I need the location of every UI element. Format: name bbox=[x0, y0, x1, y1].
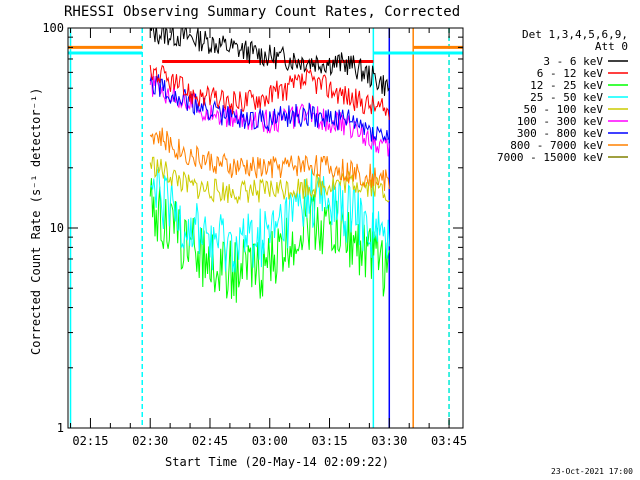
plot-area bbox=[67, 27, 464, 429]
series-line-800-7000-kev bbox=[149, 127, 390, 191]
legend-header: Att 0 bbox=[595, 40, 628, 53]
x-axis-label: Start Time (20-May-14 02:09:22) bbox=[165, 455, 389, 469]
y-tick-label: 1 bbox=[57, 421, 64, 435]
x-tick-label: 02:15 bbox=[72, 434, 108, 448]
legend-label-800-7000-kev: 800 - 7000 keV bbox=[510, 139, 603, 152]
y-axis: 1 10 100 bbox=[42, 21, 463, 435]
timestamp: 23-Oct-2021 17:00 bbox=[551, 467, 633, 476]
x-tick-label: 03:00 bbox=[252, 434, 288, 448]
series-line-50-100-kev bbox=[149, 156, 390, 204]
x-axis: 02:15 02:30 02:45 03:00 03:15 03:30 03:45 bbox=[70, 28, 467, 448]
legend-label-7000-15000-kev: 7000 - 15000 keV bbox=[497, 151, 603, 164]
y-axis-label: Corrected Count Rate (s⁻¹ detector⁻¹) bbox=[29, 88, 43, 355]
legend-header: Det 1,3,4,5,6,9, bbox=[522, 28, 628, 41]
legend-label-12-25-kev: 12 - 25 keV bbox=[530, 79, 603, 92]
series-line-25-50-kev bbox=[149, 166, 390, 273]
legend-label-300-800-kev: 300 - 800 keV bbox=[517, 127, 603, 140]
x-tick-label: 03:15 bbox=[311, 434, 347, 448]
x-tick-label: 02:30 bbox=[132, 434, 168, 448]
x-tick-label: 03:30 bbox=[371, 434, 407, 448]
y-tick-label: 10 bbox=[50, 221, 64, 235]
y-tick-label: 100 bbox=[42, 21, 64, 35]
chart-title: RHESSI Observing Summary Count Rates, Co… bbox=[64, 4, 460, 20]
legend-label-25-50-kev: 25 - 50 keV bbox=[530, 91, 603, 104]
plot-frame bbox=[67, 27, 464, 429]
series-line-6-12-kev bbox=[149, 64, 390, 120]
legend-label-6-12-kev: 6 - 12 keV bbox=[537, 67, 604, 80]
legend-label-3-6-kev: 3 - 6 keV bbox=[543, 55, 603, 68]
legend-label-50-100-kev: 50 - 100 keV bbox=[524, 103, 604, 116]
x-tick-label: 03:45 bbox=[431, 434, 467, 448]
legend-label-100-300-kev: 100 - 300 keV bbox=[517, 115, 603, 128]
x-tick-label: 02:45 bbox=[192, 434, 228, 448]
series-line-3-6-kev bbox=[150, 28, 390, 96]
series-layer bbox=[68, 28, 463, 428]
